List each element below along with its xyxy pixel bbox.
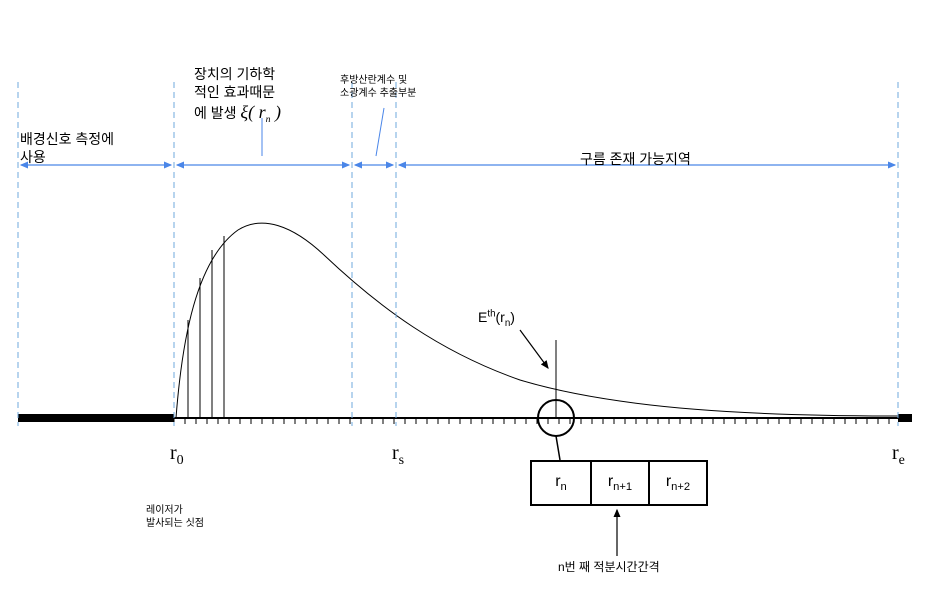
label-xi: ξ( r — [240, 102, 265, 122]
label-region2-l1: 장치의 기하학 — [194, 66, 275, 82]
eth-close: ) — [510, 309, 515, 325]
rn2-sub: n+2 — [671, 481, 690, 493]
sym-rs: rs — [392, 440, 404, 470]
sym-rs-r: r — [392, 442, 399, 464]
sym-rs-sub: s — [399, 453, 404, 468]
label-eth: Eth(rn) — [478, 308, 515, 331]
label-region1: 배경신호 측정에 사용 — [20, 130, 114, 166]
diagram-svg — [0, 0, 927, 615]
sym-r0: r0 — [170, 440, 184, 470]
eth-post: (r — [496, 309, 505, 325]
rn1-sub: n+1 — [613, 481, 632, 493]
label-laser-note: 레이저가 발사되는 싯점 — [146, 504, 204, 530]
label-region2-l3: 에 발생 — [194, 105, 237, 121]
rn-cell-n: rn — [532, 462, 590, 504]
sym-r0-r: r — [170, 442, 177, 464]
label-integration: n번 째 적분시간간격 — [558, 560, 660, 576]
label-region3: 후방산란계수 및 소광계수 추출부분 — [340, 74, 416, 100]
rn-box-group: rn rn+1 rn+2 — [530, 460, 708, 506]
rn-cell-n2: rn+2 — [648, 462, 706, 504]
label-region4: 구름 존재 가능지역 — [580, 150, 691, 168]
rn-sub: n — [561, 481, 567, 493]
eth-sup: th — [487, 308, 495, 319]
sym-r0-sub: 0 — [177, 453, 184, 468]
sym-re: re — [892, 440, 905, 470]
label-region2: 장치의 기하학 적인 효과때문 에 발생 ξ( rn ) — [194, 65, 281, 127]
sym-re-sub: e — [899, 453, 905, 468]
rn-cell-n1: rn+1 — [590, 462, 648, 504]
sym-re-r: r — [892, 442, 899, 464]
label-xi-close: ) — [271, 102, 282, 122]
label-region2-l2: 적인 효과때문 — [194, 84, 275, 100]
eth-pre: E — [478, 309, 487, 325]
